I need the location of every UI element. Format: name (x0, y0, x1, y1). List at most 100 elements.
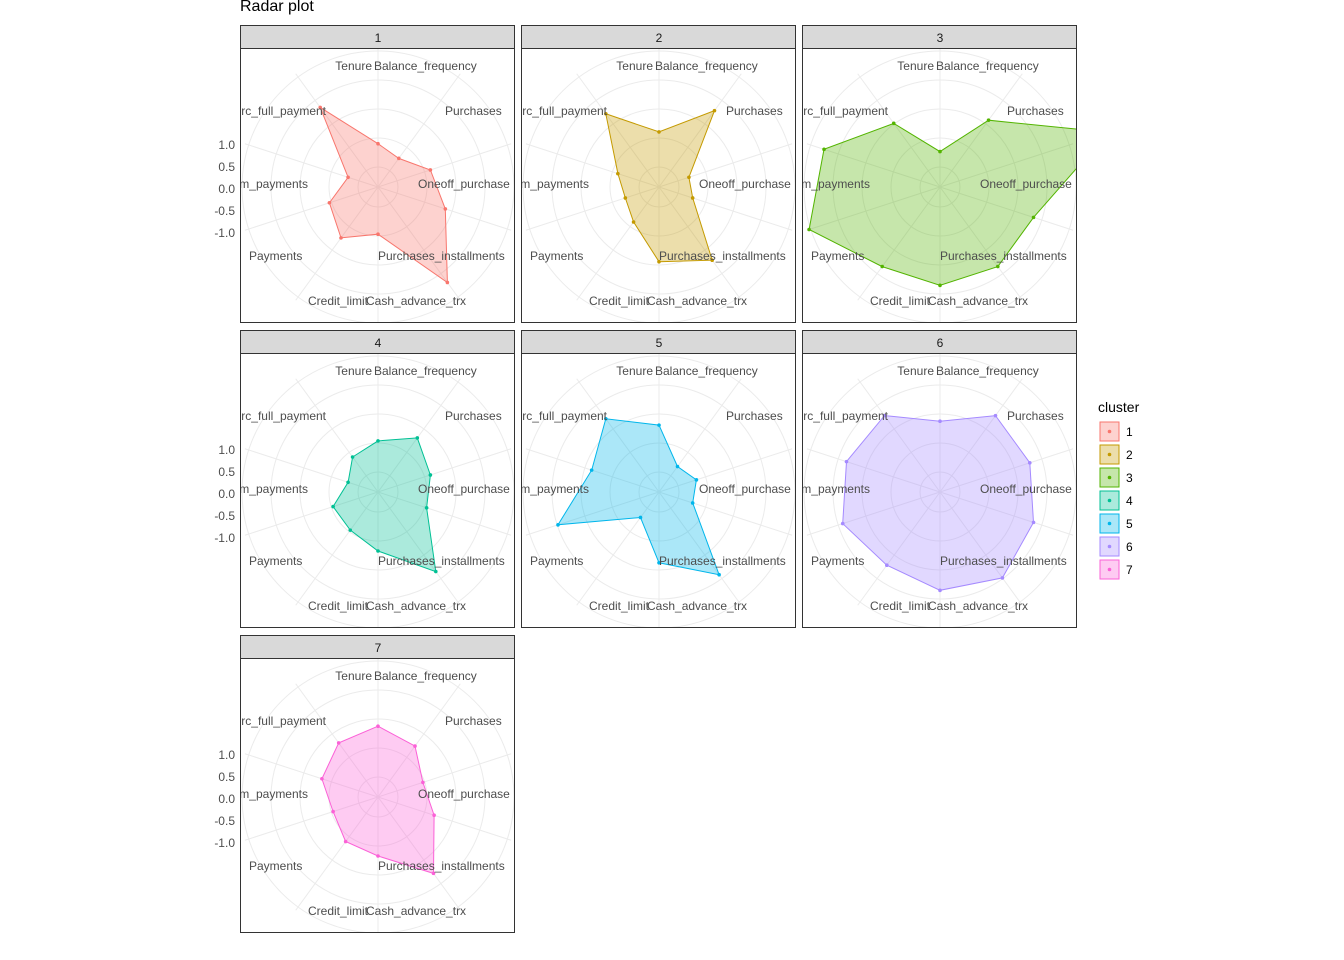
legend-label: 5 (1126, 517, 1133, 531)
axis-label-purchases: Purchases (1007, 104, 1064, 118)
axis-label-purchases: Purchases (445, 714, 502, 728)
grid-spoke (377, 491, 512, 536)
data-point-Purchases_installments (995, 264, 1000, 269)
grid-spoke (658, 491, 742, 606)
facet-strip-label: 2 (656, 31, 663, 45)
axis-label-prc_full_payment: Prc_full_payment (233, 409, 326, 423)
grid-spoke (377, 796, 512, 841)
axis-label-oneoff_purchase: Oneoff_purchase (699, 482, 791, 496)
grid-spoke (377, 683, 461, 798)
axis-label-tenure: Tenure (335, 59, 372, 73)
data-point-Prc_full_payment (882, 413, 887, 418)
axis-label-credit_limit: Credit_limit (308, 294, 369, 308)
facet-strip-label: 1 (375, 31, 382, 45)
axis-label-prc_full_payment: Prc_full_payment (233, 104, 326, 118)
axis-label-cash_advance_trx: Cash_advance_trx (647, 294, 747, 308)
grid-spoke (295, 491, 379, 606)
data-point-Minimum_payments (616, 171, 620, 176)
r-tick-label: -0.5 (214, 509, 235, 523)
axis-label-credit_limit: Credit_limit (870, 599, 931, 613)
axis-label-purchases_installments: Purchases_installments (659, 249, 786, 263)
data-point-Balance_frequency (712, 108, 717, 113)
axis-label-credit_limit: Credit_limit (870, 294, 931, 308)
axis-label-prc_full_payment: Prc_full_payment (233, 714, 326, 728)
panel-body: Tenure Balance_frequency Purchases Oneoff_p… (201, 48, 514, 322)
grid-spoke (939, 143, 1074, 188)
data-point-Minimum_payments (320, 776, 324, 781)
data-point-Payments (327, 201, 332, 205)
data-point-Tenure (657, 423, 661, 427)
data-point-Oneoff_purchase (432, 813, 436, 818)
r-tick-label: 0.0 (218, 792, 235, 806)
data-point-Cash_advance_trx (938, 588, 942, 593)
grid-spoke (576, 378, 660, 493)
axis-label-oneoff_purchase: Oneoff_purchase (980, 482, 1072, 496)
axis-label-balance_frequency: Balance_frequency (374, 364, 477, 378)
data-point-Minimum_payments (346, 480, 350, 485)
data-point-Purchases (421, 780, 425, 785)
axis-label-cash_advance_trx: Cash_advance_trx (366, 904, 466, 918)
data-point-Balance_frequency (413, 744, 417, 748)
data-point-Purchases (428, 473, 433, 477)
grid-spoke (806, 491, 941, 536)
panel-border (240, 658, 515, 933)
axis-label-oneoff_purchase: Oneoff_purchase (418, 787, 510, 801)
data-point-Purchases_installments (717, 572, 721, 577)
legend-key-point (1107, 567, 1112, 572)
axis-label-balance_frequency: Balance_frequency (655, 364, 758, 378)
axis-label-minimum_payments: Minimum_payments (482, 177, 589, 191)
axis-label-tenure: Tenure (335, 669, 372, 683)
grid-spoke (658, 186, 742, 301)
facet-strip-label: 5 (656, 336, 663, 350)
facet-strip-label: 6 (937, 336, 944, 350)
axis-label-purchases_installments: Purchases_installments (378, 249, 505, 263)
data-point-Purchases (694, 478, 699, 482)
data-point-Payments (623, 196, 628, 200)
axis-label-prc_full_payment: Prc_full_payment (514, 409, 607, 423)
grid-spoke (377, 143, 512, 188)
data-point-Prc_full_payment (318, 105, 323, 110)
data-point-Cash_advance_trx (376, 232, 380, 236)
data-point-Cash_advance_trx (657, 259, 661, 264)
panel-border (521, 48, 796, 323)
data-point-Balance_frequency (675, 464, 680, 469)
data-point-Minimum_payments (844, 459, 849, 464)
r-tick-label: 0.5 (218, 770, 235, 784)
r-tick-label: -0.5 (214, 814, 235, 828)
legend-item-6: 6 (1099, 536, 1133, 557)
axis-label-purchases_installments: Purchases_installments (378, 554, 505, 568)
r-tick-label: 1.0 (218, 443, 235, 457)
legend-key-point (1107, 475, 1112, 480)
data-point-Purchases (1027, 461, 1032, 465)
data-point-Purchases (687, 175, 691, 180)
data-point-Minimum_payments (346, 175, 350, 180)
data-point-Tenure (938, 419, 942, 424)
panel-border (240, 353, 515, 628)
axis-label-tenure: Tenure (897, 364, 934, 378)
grid-spoke (244, 491, 379, 536)
data-point-Credit_limit (343, 839, 348, 844)
grid-spoke (939, 186, 1074, 231)
data-point-Purchases_installments (431, 871, 436, 876)
data-point-Minimum_payments (822, 147, 826, 152)
axis-label-tenure: Tenure (897, 59, 934, 73)
axis-label-minimum_payments: Minimum_payments (201, 177, 308, 191)
axis-label-purchases: Purchases (726, 409, 783, 423)
grid-spoke (658, 378, 742, 493)
axis-label-purchases: Purchases (445, 104, 502, 118)
legend-key-point (1107, 498, 1112, 503)
panel-border (802, 48, 1077, 323)
grid-spoke (576, 73, 660, 188)
axis-label-cash_advance_trx: Cash_advance_trx (647, 599, 747, 613)
axis-label-payments: Payments (249, 554, 302, 568)
data-point-Prc_full_payment (604, 112, 608, 116)
data-point-Tenure (938, 149, 942, 154)
legend-item-4: 4 (1099, 490, 1133, 511)
legend: cluster 1 2 3 4 5 6 7 (1098, 399, 1140, 580)
r-tick-label: 0.0 (218, 487, 235, 501)
